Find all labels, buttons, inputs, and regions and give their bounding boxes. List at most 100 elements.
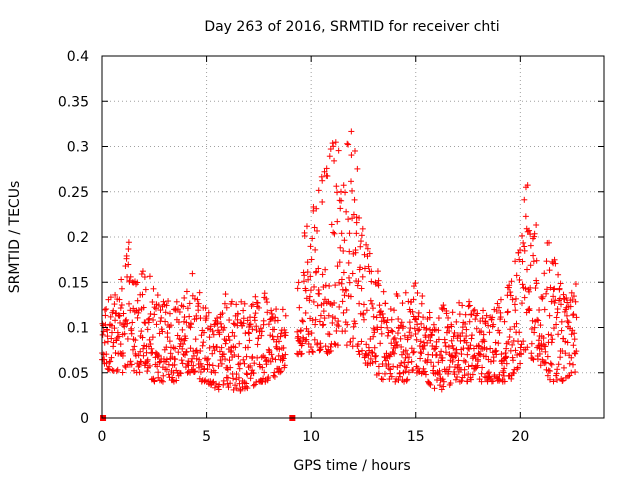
data-point [473, 325, 480, 332]
data-point [511, 366, 518, 373]
data-point [236, 380, 243, 387]
data-point [117, 319, 124, 326]
data-point [403, 377, 410, 384]
data-point [515, 338, 522, 345]
data-point [350, 211, 357, 218]
data-point [230, 375, 237, 382]
data-point [390, 363, 397, 370]
data-point [146, 362, 153, 369]
data-point [174, 332, 181, 339]
data-point [543, 290, 550, 297]
data-point [453, 318, 460, 325]
data-point [570, 311, 577, 318]
data-point [548, 339, 555, 346]
data-point [222, 356, 229, 363]
data-point [332, 315, 339, 322]
data-point [507, 289, 514, 296]
data-point [430, 321, 437, 328]
data-point [466, 346, 473, 353]
data-point [298, 350, 305, 357]
data-point [512, 295, 519, 302]
data-point [338, 197, 345, 204]
data-point [384, 324, 391, 331]
data-point [328, 221, 335, 228]
data-point [519, 232, 526, 239]
data-point [502, 350, 509, 357]
data-point [166, 310, 173, 317]
data-point [452, 376, 459, 383]
x-tick-label: 10 [302, 429, 320, 445]
data-point [461, 372, 468, 379]
data-point [221, 324, 228, 331]
data-point [108, 354, 115, 361]
data-point [121, 330, 128, 337]
data-point [112, 317, 119, 324]
data-point [253, 327, 260, 334]
data-point [276, 338, 283, 345]
data-point [512, 258, 519, 265]
data-point [372, 352, 379, 359]
data-point [295, 279, 302, 286]
data-point [388, 373, 395, 380]
data-point [556, 286, 563, 293]
data-point [158, 377, 165, 384]
data-point [123, 316, 130, 323]
data-point [113, 337, 120, 344]
data-point [414, 289, 421, 296]
data-point [343, 306, 350, 313]
data-point [161, 346, 168, 353]
x-axis-title: GPS time / hours [293, 458, 410, 474]
data-point [439, 354, 446, 361]
data-point [529, 317, 536, 324]
data-point [365, 352, 372, 359]
data-point [402, 354, 409, 361]
data-point [375, 277, 382, 284]
data-point [241, 360, 248, 367]
data-point [397, 373, 404, 380]
data-point [267, 358, 274, 365]
data-point [414, 321, 421, 328]
data-point [316, 290, 323, 297]
data-point [232, 382, 239, 389]
data-point [569, 296, 576, 303]
x-tick-label: 20 [511, 429, 529, 445]
data-point [298, 351, 305, 358]
data-point [456, 311, 463, 318]
data-point [281, 326, 288, 333]
data-point [388, 316, 395, 323]
data-point [198, 332, 205, 339]
data-point [124, 320, 131, 327]
data-point [418, 350, 425, 357]
data-point [480, 331, 487, 338]
data-point [436, 367, 443, 374]
data-point [109, 329, 116, 336]
data-point [238, 298, 245, 305]
data-point [249, 326, 256, 333]
data-point [513, 320, 520, 327]
data-point [346, 279, 353, 286]
data-point [420, 365, 427, 372]
data-point [465, 371, 472, 378]
data-point [169, 374, 176, 381]
data-point [443, 310, 450, 317]
data-point [374, 268, 381, 275]
y-tick-label: 0.25 [58, 185, 89, 201]
data-point [465, 344, 472, 351]
data-point [312, 321, 319, 328]
data-point [520, 338, 527, 345]
data-point [545, 331, 552, 338]
data-point [343, 208, 350, 215]
axis-ticks [101, 55, 604, 419]
data-point [258, 332, 265, 339]
data-point [569, 361, 576, 368]
data-point [518, 341, 525, 348]
data-point [234, 316, 241, 323]
data-point [360, 316, 367, 323]
data-point [181, 314, 188, 321]
data-point [235, 374, 242, 381]
data-point [377, 340, 384, 347]
data-point [384, 332, 391, 339]
data-point [367, 355, 374, 362]
data-point [442, 349, 449, 356]
y-tick-label: 0.35 [58, 94, 89, 110]
